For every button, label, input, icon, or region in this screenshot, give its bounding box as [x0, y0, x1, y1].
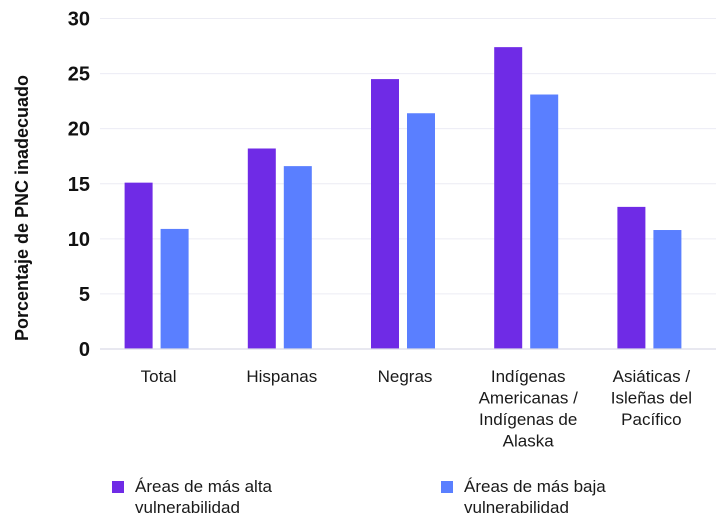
legend-item-high: Áreas de más alta vulnerabilidad: [112, 476, 272, 518]
x-tick-label: Alaska: [503, 432, 555, 451]
y-axis-label: Porcentaje de PNC inadecuado: [12, 75, 32, 341]
legend-label-high: Áreas de más alta vulnerabilidad: [135, 477, 273, 517]
bar: [283, 166, 312, 349]
bar: [494, 47, 523, 349]
legend-swatch-high: [112, 481, 124, 493]
x-tick-label: Isleñas del: [611, 389, 692, 408]
legend-swatch-low: [441, 481, 453, 493]
legend-item-low: Áreas de más baja vulnerabilidad: [441, 476, 606, 518]
legend-label-low: Áreas de más baja vulnerabilidad: [464, 477, 606, 517]
x-tick-label: Hispanas: [246, 367, 317, 386]
y-tick-label: 0: [79, 339, 90, 361]
bar-chart: 0 5 10 15 20 25 30 Porcentaje de PNC inadecuad…: [12, 9, 716, 451]
bar: [530, 94, 559, 349]
y-tick-label: 20: [68, 119, 90, 141]
y-axis-ticks: 0 5 10 15 20 25 30: [68, 9, 90, 362]
bar: [407, 113, 435, 349]
y-tick-label: 10: [68, 229, 90, 251]
bar: [160, 228, 189, 349]
bar: [371, 79, 399, 349]
bar: [617, 206, 646, 349]
x-tick-label: Asiáticas /: [613, 367, 691, 386]
x-axis-ticks: Total Hispanas Negras Indígenas Americanas /…: [141, 367, 692, 451]
bars: [124, 47, 682, 349]
y-tick-label: 15: [68, 174, 90, 196]
y-tick-label: 25: [68, 64, 90, 86]
x-tick-label: Total: [141, 367, 177, 386]
x-tick-label: Americanas /: [479, 389, 578, 408]
x-tick-label: Negras: [378, 367, 433, 386]
bar: [124, 182, 153, 349]
x-tick-label: Indígenas: [491, 367, 566, 386]
y-tick-label: 5: [79, 284, 90, 306]
bar: [247, 148, 276, 349]
y-tick-label: 30: [68, 9, 90, 31]
x-tick-label: Pacífico: [621, 410, 681, 429]
bar: [653, 230, 682, 349]
x-tick-label: Indígenas de: [479, 410, 577, 429]
